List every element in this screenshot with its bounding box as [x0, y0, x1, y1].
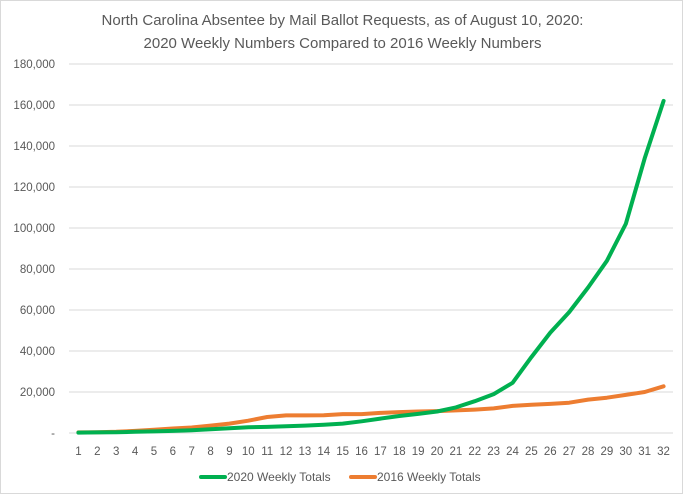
y-tick-label: 160,000 — [13, 100, 55, 112]
x-tick-label: 9 — [226, 446, 232, 458]
y-tick-label: 140,000 — [13, 141, 55, 153]
x-tick-label: 10 — [242, 446, 255, 458]
x-tick-label: 25 — [525, 446, 538, 458]
x-tick-label: 32 — [657, 446, 670, 458]
x-tick-label: 13 — [299, 446, 312, 458]
series-line-2020-weekly-totals — [76, 98, 666, 435]
x-tick-label: 2 — [94, 446, 100, 458]
chart-title-line-1: North Carolina Absentee by Mail Ballot R… — [102, 12, 584, 29]
x-tick-label: 29 — [601, 446, 614, 458]
x-tick-label: 8 — [207, 446, 213, 458]
y-tick-label: 180,000 — [13, 59, 55, 71]
x-tick-label: 6 — [170, 446, 176, 458]
y-tick-label: 120,000 — [13, 182, 55, 194]
series-line-2016-weekly-totals — [76, 384, 666, 435]
x-tick-label: 31 — [638, 446, 651, 458]
x-tick-label: 27 — [563, 446, 576, 458]
x-tick-label: 3 — [113, 446, 119, 458]
x-tick-label: 5 — [151, 446, 157, 458]
x-tick-label: 17 — [374, 446, 387, 458]
chart-title-line-2: 2020 Weekly Numbers Compared to 2016 Wee… — [144, 35, 542, 52]
x-tick-label: 20 — [431, 446, 444, 458]
y-tick-label: 100,000 — [13, 223, 55, 235]
y-tick-label: 20,000 — [20, 387, 55, 399]
x-tick-label: 1 — [75, 446, 81, 458]
y-tick-label: - — [51, 428, 55, 440]
y-tick-label: 40,000 — [20, 346, 55, 358]
x-tick-label: 30 — [619, 446, 632, 458]
x-tick-label: 14 — [317, 446, 330, 458]
x-tick-label: 18 — [393, 446, 406, 458]
x-tick-label: 24 — [506, 446, 519, 458]
legend-label-2016-weekly-totals: 2016 Weekly Totals — [377, 470, 481, 484]
x-tick-label: 28 — [582, 446, 595, 458]
x-tick-label: 4 — [132, 446, 139, 458]
legend-label-2020-weekly-totals: 2020 Weekly Totals — [227, 470, 331, 484]
x-tick-label: 21 — [450, 446, 463, 458]
x-tick-label: 15 — [336, 446, 349, 458]
x-tick-label: 19 — [412, 446, 425, 458]
x-tick-label: 12 — [280, 446, 293, 458]
x-tick-label: 22 — [468, 446, 481, 458]
x-tick-label: 26 — [544, 446, 557, 458]
y-tick-label: 80,000 — [20, 264, 55, 276]
x-tick-label: 16 — [355, 446, 368, 458]
y-tick-label: 60,000 — [20, 305, 55, 317]
x-tick-label: 7 — [188, 446, 194, 458]
x-tick-label: 23 — [487, 446, 500, 458]
x-tick-label: 11 — [261, 446, 273, 458]
